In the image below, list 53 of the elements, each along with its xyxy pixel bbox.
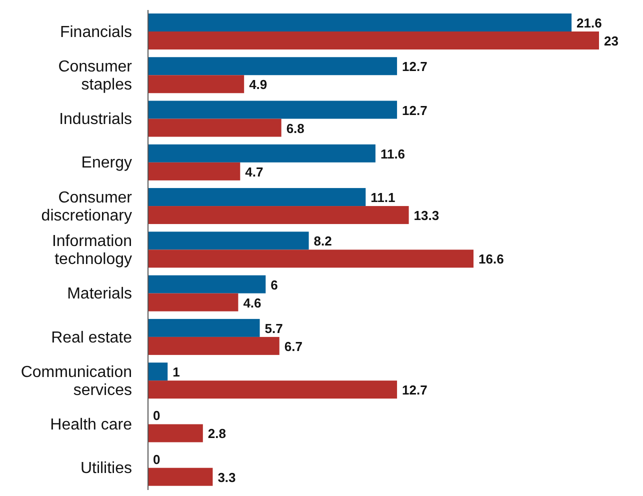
bar bbox=[148, 13, 572, 32]
y-tick-label: Financials bbox=[60, 24, 132, 41]
bar bbox=[148, 250, 474, 268]
bar bbox=[148, 293, 238, 312]
data-label: 12.7 bbox=[402, 382, 428, 398]
bar bbox=[148, 468, 213, 486]
data-label: 23 bbox=[604, 33, 618, 48]
bar bbox=[148, 144, 376, 162]
y-tick-label: Consumer discretionary bbox=[41, 189, 133, 224]
bar bbox=[148, 188, 366, 206]
data-label: 12.7 bbox=[402, 59, 428, 74]
data-label: 6 bbox=[270, 277, 278, 292]
y-tick-label: Energy bbox=[81, 154, 132, 172]
data-label: 8.2 bbox=[314, 234, 332, 249]
data-label: 11.6 bbox=[380, 146, 406, 162]
bar bbox=[148, 424, 203, 442]
y-tick-label: Information technology bbox=[52, 233, 132, 268]
data-label: 4.6 bbox=[243, 295, 262, 310]
data-label: 0 bbox=[153, 408, 160, 424]
bar bbox=[148, 362, 168, 381]
data-label: 1 bbox=[172, 364, 180, 380]
data-label: 0 bbox=[153, 452, 160, 467]
data-label: 5.7 bbox=[264, 320, 283, 336]
data-label: 12.7 bbox=[402, 102, 428, 118]
data-label: 6.8 bbox=[286, 120, 304, 136]
bar bbox=[148, 336, 280, 355]
bar bbox=[148, 206, 409, 224]
bar bbox=[148, 118, 282, 137]
data-label: 16.6 bbox=[478, 252, 504, 267]
y-tick-label: Health care bbox=[50, 416, 132, 434]
data-label: 6.7 bbox=[284, 338, 302, 354]
data-label: 4.7 bbox=[245, 164, 264, 180]
y-tick-label: Real estate bbox=[51, 329, 132, 346]
data-label: 21.6 bbox=[576, 15, 602, 30]
data-label: 3.3 bbox=[218, 470, 236, 485]
bar bbox=[148, 232, 309, 250]
y-tick-label: Consumer staples bbox=[58, 58, 133, 94]
data-label: 11.1 bbox=[370, 190, 396, 206]
bar bbox=[148, 162, 240, 180]
bar bbox=[148, 75, 244, 94]
y-tick-label: Communication services bbox=[20, 364, 132, 399]
bar bbox=[148, 31, 599, 50]
bar bbox=[148, 100, 398, 119]
bar bbox=[148, 275, 266, 294]
data-label: 2.8 bbox=[208, 426, 226, 442]
data-label: 13.3 bbox=[414, 208, 440, 224]
bar bbox=[148, 57, 398, 76]
y-tick-label: Utilities bbox=[80, 460, 132, 478]
y-tick-label: Materials bbox=[67, 286, 132, 303]
y-tick-label: Industrials bbox=[59, 111, 132, 128]
bar bbox=[148, 380, 398, 399]
data-label: 4.9 bbox=[249, 77, 268, 92]
bar bbox=[148, 318, 260, 337]
